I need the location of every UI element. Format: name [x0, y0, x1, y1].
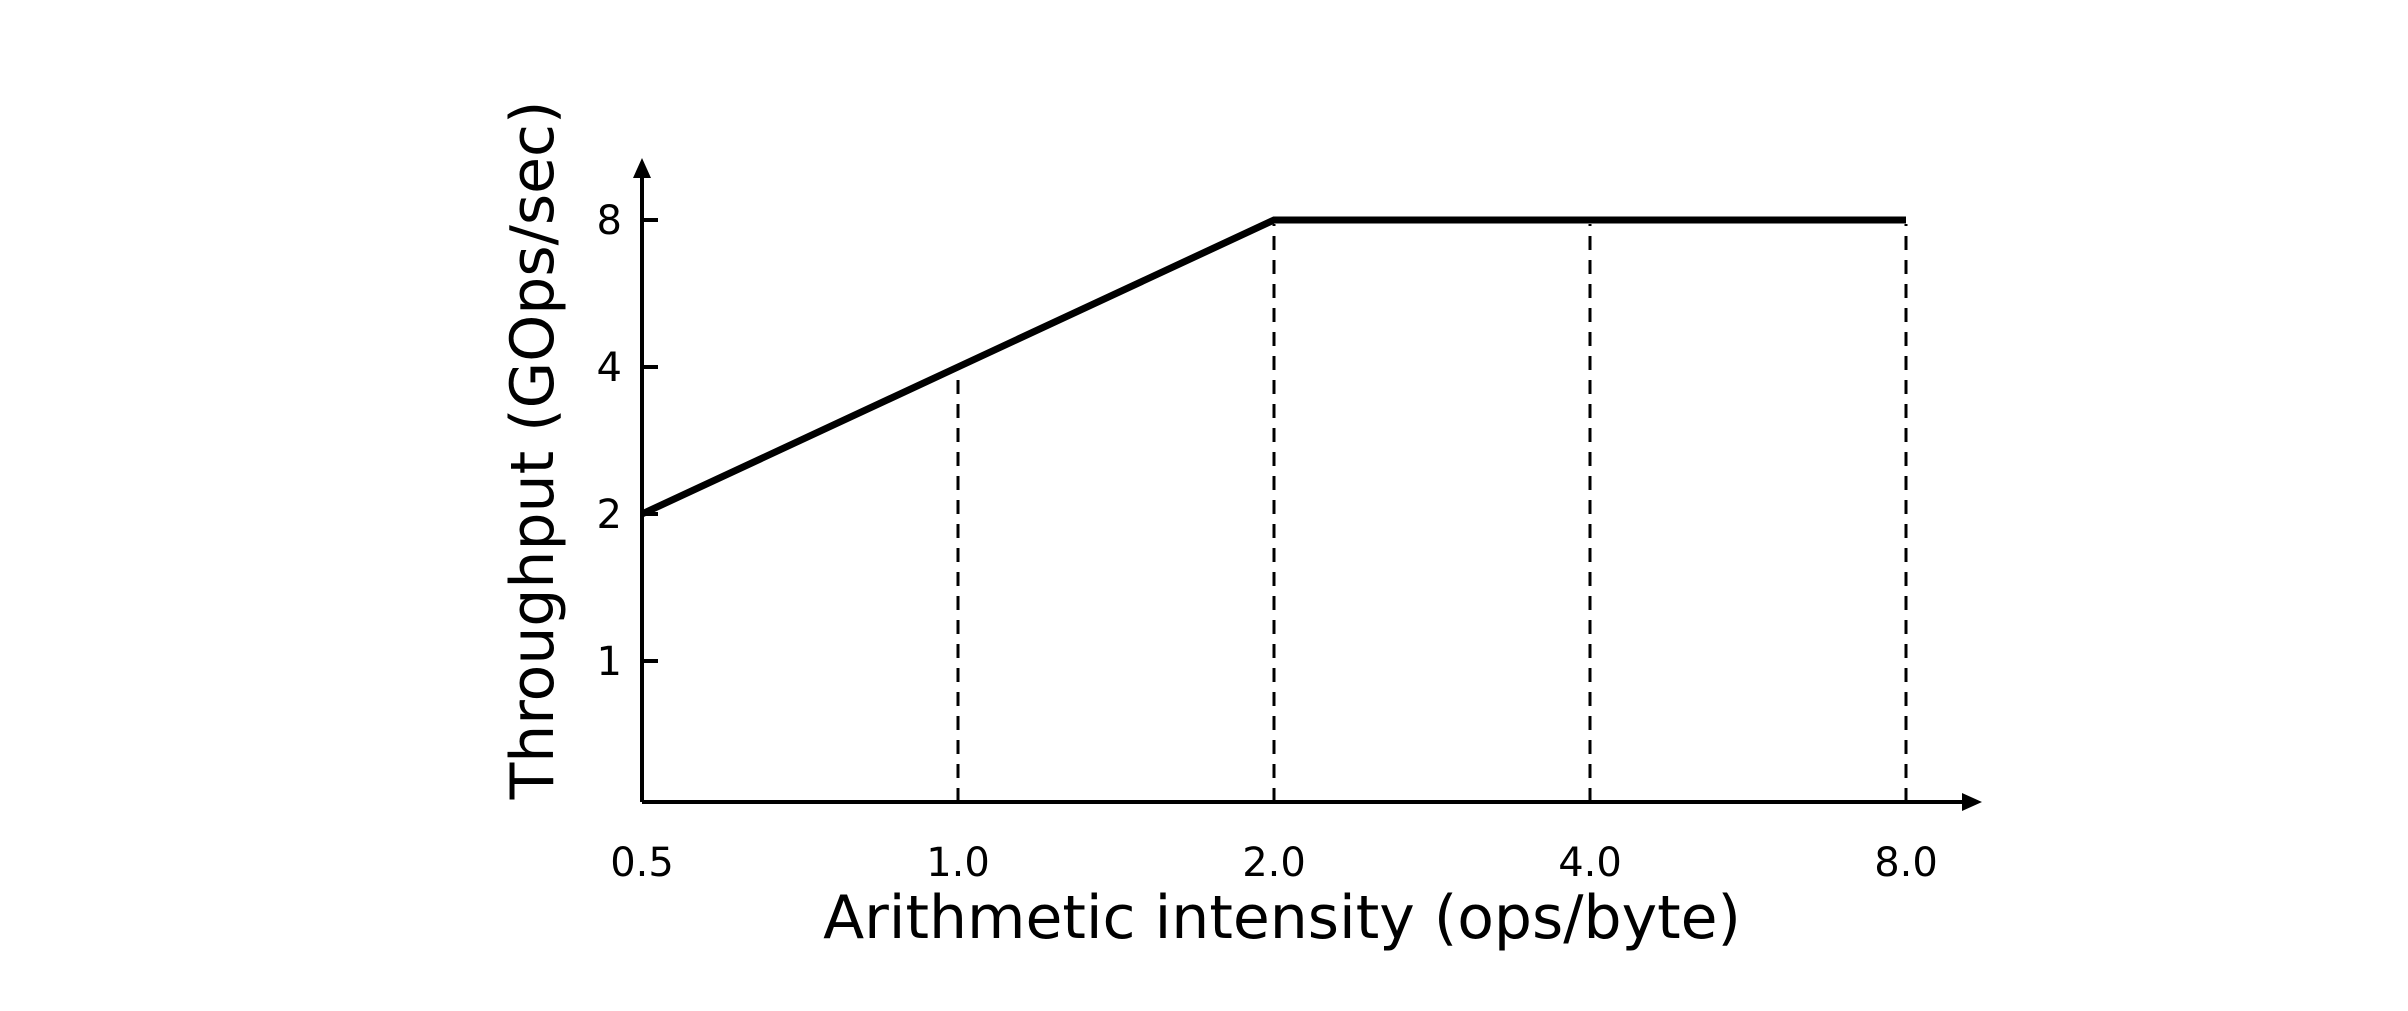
- axis-ticks: 0.5 1.0 2.0 4.0 8.0 1 2 4 8: [597, 198, 1938, 886]
- y-tick-label: 4: [597, 345, 622, 391]
- y-tick-label: 2: [597, 492, 622, 538]
- y-axis-title: Throughput (GOps/sec): [498, 101, 568, 801]
- axes: [633, 158, 1982, 811]
- x-tick-label: 4.0: [1558, 840, 1622, 886]
- y-tick-label: 8: [597, 198, 622, 244]
- y-axis-arrowhead: [633, 158, 651, 178]
- vertical-guides: [958, 224, 1906, 802]
- x-tick-label: 1.0: [926, 840, 990, 886]
- y-tick-label: 1: [597, 639, 622, 685]
- x-tick-label: 8.0: [1874, 840, 1938, 886]
- x-axis-title: Arithmetic intensity (ops/byte): [823, 883, 1741, 953]
- x-tick-label: 2.0: [1242, 840, 1306, 886]
- x-axis-arrowhead: [1962, 793, 1982, 811]
- x-tick-label: 0.5: [610, 840, 674, 886]
